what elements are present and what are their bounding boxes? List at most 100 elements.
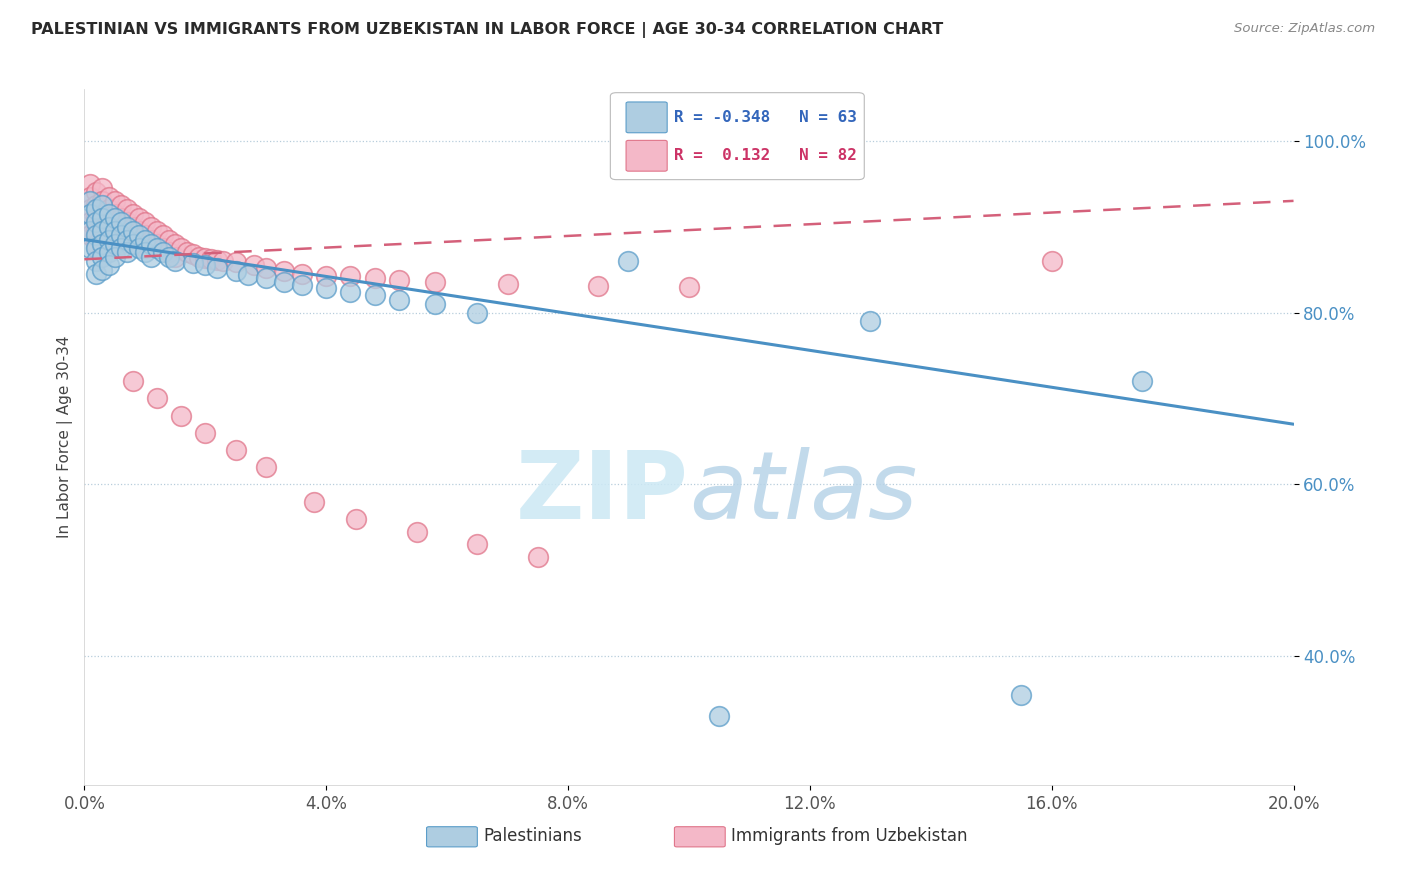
FancyBboxPatch shape (626, 102, 668, 133)
Point (121, 374, 143, 388)
Point (194, 258, 217, 272)
Point (273, 264, 295, 278)
Point (709, 709, 731, 723)
Point (157, 250, 180, 264)
Point (97, 189, 120, 203)
Point (152, 241, 174, 255)
Text: R =  0.132   N = 82: R = 0.132 N = 82 (675, 148, 858, 163)
Point (467, 537, 489, 551)
Point (110, 211, 132, 225)
Point (86, 186, 108, 200)
Point (110, 198, 132, 212)
Point (207, 260, 229, 275)
Point (79, 202, 101, 217)
Text: Source: ZipAtlas.com: Source: ZipAtlas.com (1234, 22, 1375, 36)
Point (165, 250, 187, 264)
Point (91, 194, 114, 208)
Point (115, 215, 138, 229)
Point (291, 278, 314, 293)
Point (91, 181, 114, 195)
Point (139, 250, 162, 264)
Point (79, 228, 101, 243)
Point (91, 236, 114, 251)
Point (97, 228, 120, 243)
Text: ZIP: ZIP (516, 447, 689, 539)
Point (91, 262, 114, 277)
Point (339, 285, 361, 299)
Point (146, 241, 169, 255)
Point (79, 207, 101, 221)
Point (225, 442, 247, 457)
Point (617, 254, 640, 268)
Point (273, 275, 295, 289)
Point (91, 233, 114, 247)
Text: Palestinians: Palestinians (484, 828, 582, 846)
Point (104, 219, 127, 234)
Point (236, 268, 259, 282)
Point (134, 215, 156, 229)
Point (170, 409, 193, 423)
Point (91, 219, 114, 234)
Point (86, 202, 108, 217)
Point (121, 233, 143, 247)
Point (104, 250, 127, 264)
Point (165, 236, 187, 251)
Point (128, 236, 150, 251)
Point (254, 271, 277, 285)
Point (388, 273, 411, 287)
Point (115, 233, 138, 247)
Point (97, 207, 120, 221)
Point (134, 241, 156, 255)
Point (170, 241, 193, 255)
Point (110, 228, 132, 243)
Point (1130, 374, 1153, 388)
Point (225, 255, 247, 269)
FancyBboxPatch shape (610, 93, 865, 179)
Point (254, 260, 277, 275)
Text: atlas: atlas (689, 447, 917, 538)
Point (134, 228, 156, 243)
Point (146, 392, 169, 406)
Point (423, 297, 446, 311)
Point (91, 224, 114, 238)
Point (104, 194, 127, 208)
Point (291, 267, 314, 281)
Point (254, 460, 277, 475)
Point (91, 211, 114, 225)
Point (406, 524, 429, 539)
Point (79, 241, 101, 255)
Point (1011, 688, 1033, 702)
Point (181, 256, 204, 270)
Point (86, 228, 108, 243)
Point (346, 511, 368, 525)
Point (128, 228, 150, 243)
Point (315, 268, 337, 283)
Point (79, 177, 101, 191)
Point (315, 281, 337, 295)
Point (79, 224, 101, 238)
Point (165, 254, 187, 268)
Point (110, 236, 132, 251)
Point (423, 276, 446, 290)
Point (121, 236, 143, 251)
Point (212, 254, 235, 268)
FancyBboxPatch shape (426, 827, 478, 847)
Point (104, 233, 127, 247)
Point (97, 241, 120, 255)
Point (859, 314, 882, 328)
Point (97, 233, 120, 247)
Point (110, 215, 132, 229)
Point (104, 224, 127, 238)
Point (110, 224, 132, 238)
Point (97, 245, 120, 260)
Point (200, 252, 222, 267)
Point (496, 277, 519, 292)
Point (194, 252, 217, 266)
Text: Immigrants from Uzbekistan: Immigrants from Uzbekistan (731, 828, 967, 846)
Point (1040, 254, 1063, 268)
Point (146, 224, 169, 238)
Point (86, 198, 108, 212)
Point (104, 211, 127, 225)
Point (86, 267, 108, 281)
Point (110, 241, 132, 255)
